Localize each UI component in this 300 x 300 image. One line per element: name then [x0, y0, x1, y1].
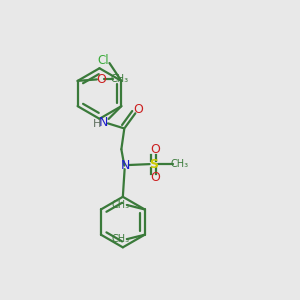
Text: O: O [96, 73, 106, 86]
Text: H: H [92, 119, 101, 129]
Text: CH₃: CH₃ [110, 74, 128, 84]
Text: N: N [121, 159, 130, 172]
Text: O: O [151, 171, 160, 184]
Text: S: S [149, 158, 158, 171]
Text: CH₃: CH₃ [171, 159, 189, 169]
Text: N: N [99, 116, 108, 129]
Text: CH₃: CH₃ [111, 200, 129, 210]
Text: Cl: Cl [97, 54, 109, 67]
Text: O: O [134, 103, 143, 116]
Text: CH₃: CH₃ [111, 234, 129, 244]
Text: O: O [151, 143, 160, 156]
